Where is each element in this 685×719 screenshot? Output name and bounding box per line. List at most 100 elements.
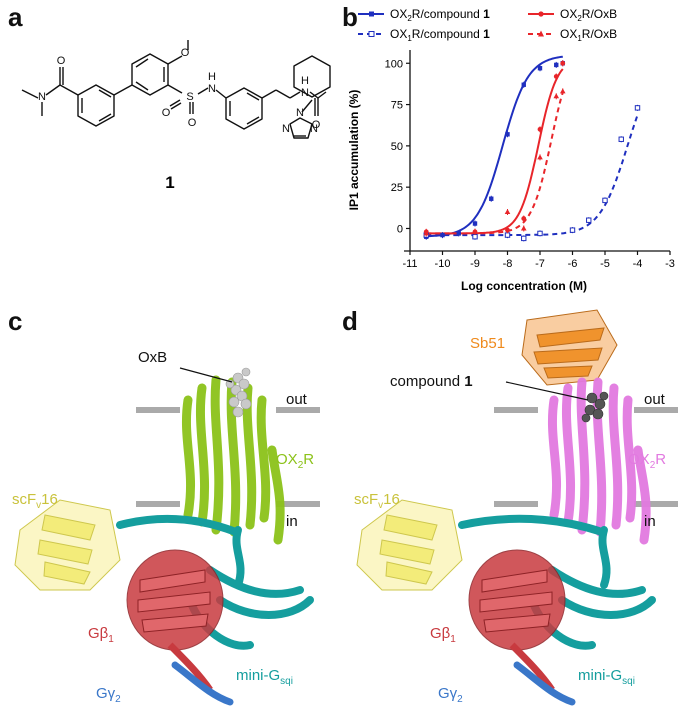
benzene-ring-2 bbox=[131, 53, 169, 96]
y-tick-label: 75 bbox=[391, 100, 403, 112]
panel-c-labels: OxB out in OX2R scFv16 Gβ1 Gγ2 mini-Gsqi bbox=[12, 349, 314, 705]
oxb-pointer bbox=[179, 367, 233, 383]
ggamma2 bbox=[171, 661, 234, 706]
gg-label-d: Gγ2 bbox=[438, 685, 463, 705]
compound-spheres bbox=[581, 391, 609, 423]
chart-points bbox=[423, 60, 641, 242]
scfv16-d bbox=[356, 499, 463, 591]
data-point bbox=[560, 60, 566, 66]
data-point bbox=[505, 227, 510, 233]
data-point bbox=[521, 82, 526, 87]
data-point bbox=[504, 208, 511, 214]
scfv16 bbox=[14, 499, 121, 591]
data-point bbox=[489, 196, 494, 201]
legend-marker bbox=[538, 11, 544, 17]
fit-curve-2 bbox=[426, 68, 564, 235]
atom-o-s2: O bbox=[188, 117, 197, 129]
x-tick-label: -4 bbox=[633, 258, 643, 270]
in-label-d: in bbox=[644, 513, 656, 530]
data-point bbox=[521, 235, 527, 242]
ox2r-receptor-d bbox=[547, 377, 651, 545]
legend-marker bbox=[538, 30, 544, 37]
atom-n-amide-2: N bbox=[301, 87, 309, 99]
data-point bbox=[440, 232, 445, 238]
atom-n-amide: N bbox=[38, 91, 46, 103]
receptor-label: OX2R bbox=[276, 451, 314, 471]
y-axis-label: IP1 accumulation (%) bbox=[347, 90, 361, 211]
data-point bbox=[586, 217, 592, 223]
x-tick-label: -11 bbox=[402, 258, 417, 270]
x-tick-label: -3 bbox=[665, 258, 675, 270]
data-point bbox=[456, 231, 461, 236]
legend-marker bbox=[369, 11, 374, 17]
chart-axes: -11 -10 -9 -8 -7 -6 -5 -4 -3 0 25 50 75 100 bbox=[385, 50, 675, 270]
in-label: in bbox=[286, 513, 298, 530]
data-point bbox=[537, 66, 543, 71]
chart-legend: OX2R/compound 1 OX1R/compound 1 OX2R/OxB OX… bbox=[358, 7, 617, 43]
gbeta1-d bbox=[468, 549, 566, 692]
oxb-label: OxB bbox=[138, 349, 167, 366]
structure-oxb-complex: OxB out in OX2R scFv16 Gβ1 Gγ2 mini-Gsqi bbox=[12, 349, 320, 706]
ggamma2-d bbox=[513, 661, 576, 706]
dose-response-chart: OX2R/compound 1 OX1R/compound 1 OX2R/OxB OX… bbox=[347, 7, 675, 293]
fit-curve-0 bbox=[426, 55, 563, 238]
x-tick-label: -6 bbox=[568, 258, 578, 270]
compound-label: 1 bbox=[165, 173, 174, 192]
fit-curve-1 bbox=[426, 114, 639, 237]
benzene-ring-3 bbox=[225, 87, 263, 130]
y-tick-label: 25 bbox=[391, 182, 403, 194]
atom-h-2: H bbox=[301, 75, 309, 87]
data-point bbox=[618, 136, 624, 142]
gb-label: Gβ1 bbox=[88, 625, 114, 645]
gb-label-d: Gβ1 bbox=[430, 625, 456, 645]
atom-n-triazole-1: N bbox=[296, 107, 304, 119]
data-point bbox=[537, 230, 543, 237]
compound-label-d: compound 1 bbox=[390, 373, 473, 390]
data-point bbox=[602, 197, 608, 204]
data-point bbox=[504, 232, 511, 238]
membrane-markers-d bbox=[494, 407, 678, 507]
panel-d-labels: Sb51 compound 1 out in OX2R scFv16 Gβ1 G… bbox=[354, 335, 666, 705]
structure-compound1-complex: Sb51 compound 1 out in OX2R scFv16 Gβ1 G… bbox=[354, 309, 678, 706]
chart-curves bbox=[426, 55, 639, 238]
x-tick-label: -5 bbox=[600, 258, 610, 270]
atom-o-amide-2: O bbox=[312, 119, 321, 131]
panel-letter-d: d bbox=[342, 306, 358, 336]
data-point bbox=[505, 132, 510, 137]
atom-o-amide: O bbox=[57, 55, 66, 67]
receptor-label-d: OX2R bbox=[628, 451, 666, 471]
data-point bbox=[634, 105, 641, 111]
legend-label: OX1R/OxB bbox=[560, 27, 617, 43]
data-point bbox=[537, 154, 543, 160]
data-point bbox=[423, 230, 430, 236]
atom-o-s1: O bbox=[162, 107, 171, 119]
panel-letter-c: c bbox=[8, 306, 23, 336]
chemical-structure: N O O S O O H N H N O N N N 1 bbox=[21, 40, 331, 192]
oxb-spheres bbox=[225, 367, 252, 418]
out-label-d: out bbox=[644, 391, 666, 408]
data-point bbox=[553, 93, 560, 99]
legend-label: OX2R/compound 1 bbox=[390, 7, 490, 23]
atom-s: S bbox=[186, 91, 193, 103]
data-point bbox=[559, 88, 566, 94]
atom-o-methoxy: O bbox=[181, 47, 190, 59]
panel-letter-a: a bbox=[8, 2, 23, 32]
y-tick-label: 0 bbox=[397, 223, 403, 235]
gbeta1 bbox=[126, 549, 224, 692]
atom-n-sulfonamide: N bbox=[208, 83, 216, 95]
data-point bbox=[472, 234, 478, 240]
y-tick-label: 50 bbox=[391, 141, 403, 153]
scfv-label: scFv16 bbox=[12, 491, 58, 511]
legend-label: OX1R/compound 1 bbox=[390, 27, 490, 43]
gg-label: Gγ2 bbox=[96, 685, 121, 705]
x-tick-label: -7 bbox=[535, 258, 545, 270]
atom-n-triazole-2: N bbox=[310, 123, 318, 135]
y-tick-label: 100 bbox=[385, 58, 403, 70]
data-point bbox=[472, 221, 478, 226]
panel-letter-b: b bbox=[342, 2, 358, 32]
data-point bbox=[472, 228, 478, 234]
scfv-label-d: scFv16 bbox=[354, 491, 400, 511]
out-label: out bbox=[286, 391, 308, 408]
legend-marker bbox=[368, 31, 375, 37]
atom-h-1: H bbox=[208, 71, 216, 83]
